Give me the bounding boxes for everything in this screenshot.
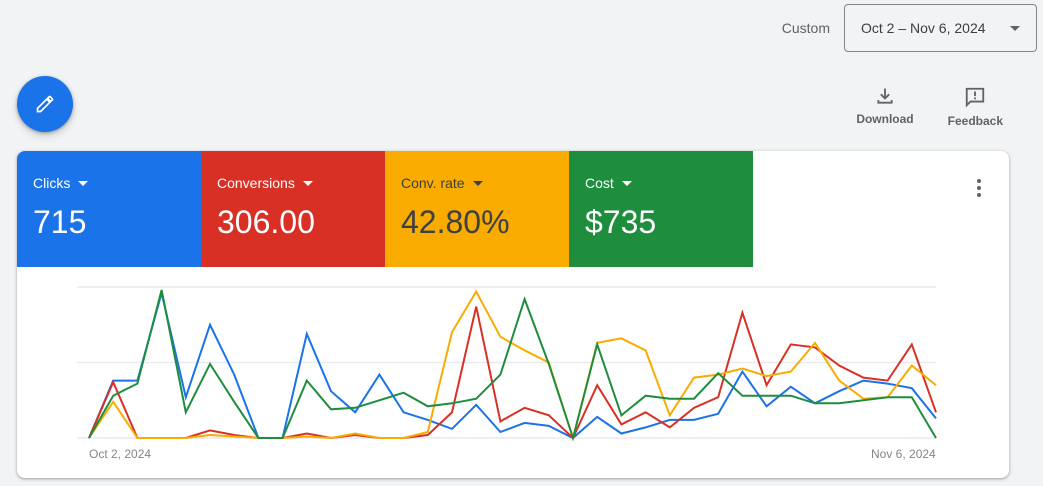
metric-label: Clicks (33, 175, 71, 191)
metric-tiles: Clicks 715 Conversions 306.00 Conv. rate… (17, 151, 1009, 267)
series-line-clicks (88, 292, 937, 440)
line-chart: Oct 2, 2024 Nov 6, 2024 (17, 267, 1009, 478)
action-bar: Download Feedback (856, 86, 1003, 128)
metric-label: Conversions (217, 175, 295, 191)
metric-value: $735 (585, 204, 657, 240)
date-range-value: Oct 2 – Nov 6, 2024 (861, 20, 986, 36)
chart-plot (77, 286, 937, 442)
metric-label: Conv. rate (401, 175, 465, 191)
metric-tile-conversions[interactable]: Conversions 306.00 (201, 151, 385, 267)
performance-card: Clicks 715 Conversions 306.00 Conv. rate… (17, 151, 1009, 478)
download-icon (877, 88, 893, 104)
date-range-bar: Custom Oct 2 – Nov 6, 2024 (782, 4, 1037, 52)
metric-value: 306.00 (217, 204, 315, 240)
dropdown-caret-icon[interactable] (472, 180, 483, 186)
x-axis-end-label: Nov 6, 2024 (871, 447, 936, 461)
metric-value: 42.80% (401, 204, 510, 240)
download-button[interactable]: Download (856, 86, 914, 128)
dropdown-caret-icon[interactable] (78, 180, 89, 186)
chevron-down-icon (1010, 25, 1020, 31)
series-line-cost (88, 289, 937, 442)
dropdown-caret-icon[interactable] (621, 180, 632, 186)
metric-tile-clicks[interactable]: Clicks 715 (17, 151, 201, 267)
feedback-icon (966, 87, 985, 108)
metric-tile-conv-rate[interactable]: Conv. rate 42.80% (385, 151, 569, 267)
metric-tile-cost[interactable]: Cost $735 (569, 151, 753, 267)
series-line-conversions (88, 306, 937, 440)
metric-label: Cost (585, 175, 614, 191)
pencil-icon (36, 95, 54, 113)
metric-value: 715 (33, 204, 87, 240)
edit-button[interactable] (17, 76, 73, 132)
x-axis-start-label: Oct 2, 2024 (89, 447, 152, 461)
download-label: Download (856, 112, 914, 126)
feedback-label: Feedback (947, 114, 1003, 128)
feedback-button[interactable]: Feedback (948, 86, 1003, 128)
range-type-label: Custom (781, 20, 830, 36)
dropdown-caret-icon[interactable] (302, 180, 313, 186)
date-range-select[interactable]: Oct 2 – Nov 6, 2024 (844, 4, 1037, 52)
more-options-icon[interactable] (977, 179, 981, 197)
series-line-conv-rate (88, 289, 937, 442)
